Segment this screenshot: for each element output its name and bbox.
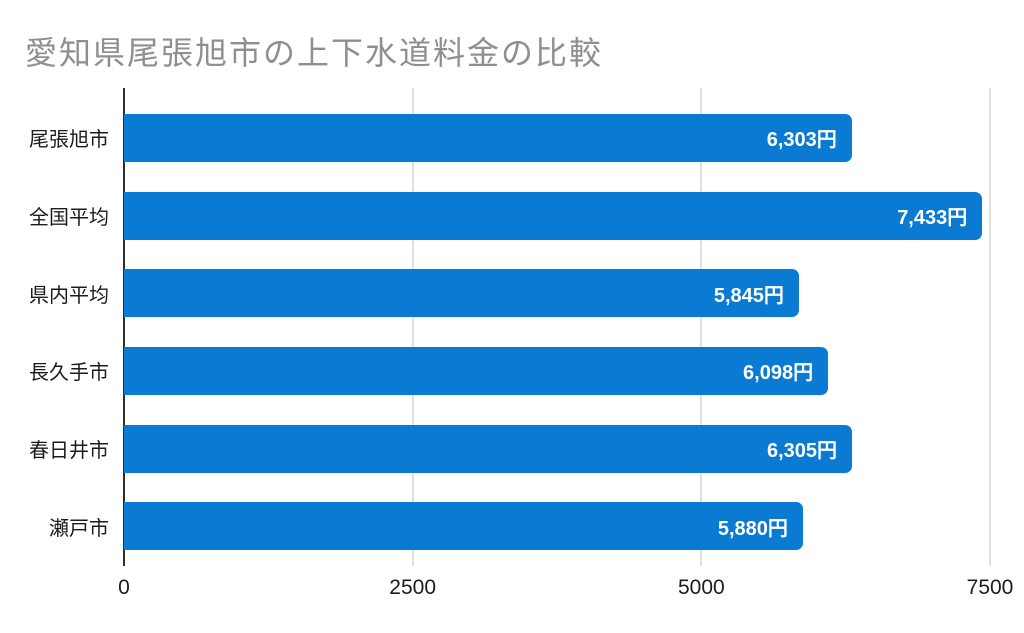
bar-row: 長久手市 6,098円 bbox=[0, 332, 990, 410]
bar-rows: 尾張旭市 6,303円全国平均 7,433円県内平均 5,845円長久手市 6,098円… bbox=[0, 99, 990, 565]
bar-value-label: 6,098円 bbox=[743, 362, 814, 385]
category-label: 全国平均 bbox=[29, 207, 109, 229]
bar-track: 7,433円 bbox=[124, 191, 990, 240]
bar-row: 瀬戸市 5,880円 bbox=[0, 487, 990, 565]
bar-value-label: 6,305円 bbox=[766, 440, 838, 463]
bar-row: 全国平均 7,433円 bbox=[0, 177, 990, 255]
category-label: 瀬戸市 bbox=[49, 517, 109, 540]
category-label: 県内平均 bbox=[29, 284, 109, 307]
bar-value-label: 6,303円 bbox=[766, 129, 837, 152]
x-tick-label: 5000 bbox=[677, 576, 725, 599]
bar-track: 6,303円 bbox=[124, 113, 990, 162]
bar: 6,098円 bbox=[124, 346, 829, 395]
gridline-7500 bbox=[989, 88, 991, 566]
bar: 5,880円 bbox=[124, 502, 803, 551]
bar-value-label: 5,880円 bbox=[717, 517, 788, 540]
bar-track: 5,845円 bbox=[124, 269, 990, 318]
x-tick-label: 2500 bbox=[389, 576, 437, 599]
category-label: 長久手市 bbox=[29, 362, 109, 385]
bar: 5,845円 bbox=[124, 269, 799, 318]
gridline-5000 bbox=[700, 88, 703, 566]
plot-area bbox=[123, 88, 991, 566]
category-label: 尾張旭市 bbox=[29, 129, 109, 152]
bar-track: 6,098円 bbox=[124, 346, 990, 395]
bar: 7,433円 bbox=[124, 191, 983, 240]
bar-value-label: 5,845円 bbox=[713, 284, 784, 307]
bar-row: 春日井市 6,305円 bbox=[0, 410, 990, 488]
x-tick-label: 7500 bbox=[966, 576, 1014, 599]
x-tick-label: 0 bbox=[118, 576, 130, 599]
gridline-2500 bbox=[411, 88, 414, 566]
bar-track: 6,305円 bbox=[124, 424, 990, 473]
bar-row: 尾張旭市 6,303円 bbox=[0, 99, 990, 177]
bar-value-label: 7,433円 bbox=[897, 207, 968, 229]
x-axis-tick-labels: 0 2500 5000 7500 bbox=[118, 576, 1013, 606]
bar: 6,305円 bbox=[124, 424, 853, 473]
bar-track: 5,880円 bbox=[124, 502, 990, 551]
y-axis-line bbox=[123, 88, 125, 566]
bar-row: 県内平均 5,845円 bbox=[0, 254, 990, 332]
chart-title: 愛知県尾張旭市の上下水道料金の比較 bbox=[25, 35, 604, 71]
bar: 6,303円 bbox=[124, 113, 852, 162]
category-label: 春日井市 bbox=[29, 440, 109, 463]
